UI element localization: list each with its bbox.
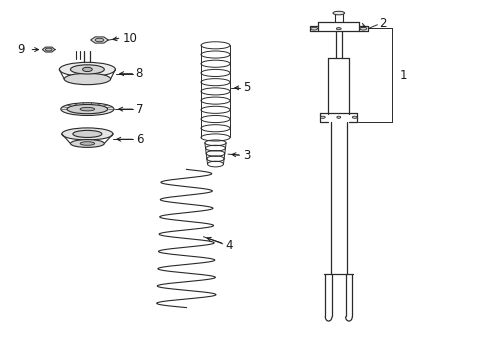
Text: 1: 1 <box>398 69 406 82</box>
Ellipse shape <box>320 116 325 118</box>
Text: 4: 4 <box>224 239 232 252</box>
Text: 7: 7 <box>136 103 143 116</box>
Ellipse shape <box>67 104 107 114</box>
Ellipse shape <box>70 65 104 74</box>
Ellipse shape <box>359 27 366 30</box>
Ellipse shape <box>332 11 344 15</box>
Ellipse shape <box>45 48 52 51</box>
Ellipse shape <box>70 140 104 147</box>
Ellipse shape <box>95 38 103 42</box>
Text: 8: 8 <box>136 67 143 80</box>
Ellipse shape <box>80 142 95 145</box>
Text: 2: 2 <box>378 17 386 30</box>
Polygon shape <box>91 37 108 43</box>
Text: 9: 9 <box>17 43 25 56</box>
Text: 10: 10 <box>122 32 137 45</box>
Text: 6: 6 <box>136 133 143 146</box>
Ellipse shape <box>61 128 113 140</box>
Ellipse shape <box>80 107 95 111</box>
Ellipse shape <box>336 116 340 118</box>
Text: 5: 5 <box>243 81 250 94</box>
Ellipse shape <box>351 116 356 118</box>
Ellipse shape <box>64 73 110 85</box>
Ellipse shape <box>73 130 102 138</box>
Ellipse shape <box>310 27 317 30</box>
Ellipse shape <box>82 67 92 72</box>
Polygon shape <box>42 47 55 52</box>
Text: 3: 3 <box>243 149 250 162</box>
Ellipse shape <box>59 62 115 77</box>
Ellipse shape <box>336 28 341 30</box>
Ellipse shape <box>61 103 114 116</box>
